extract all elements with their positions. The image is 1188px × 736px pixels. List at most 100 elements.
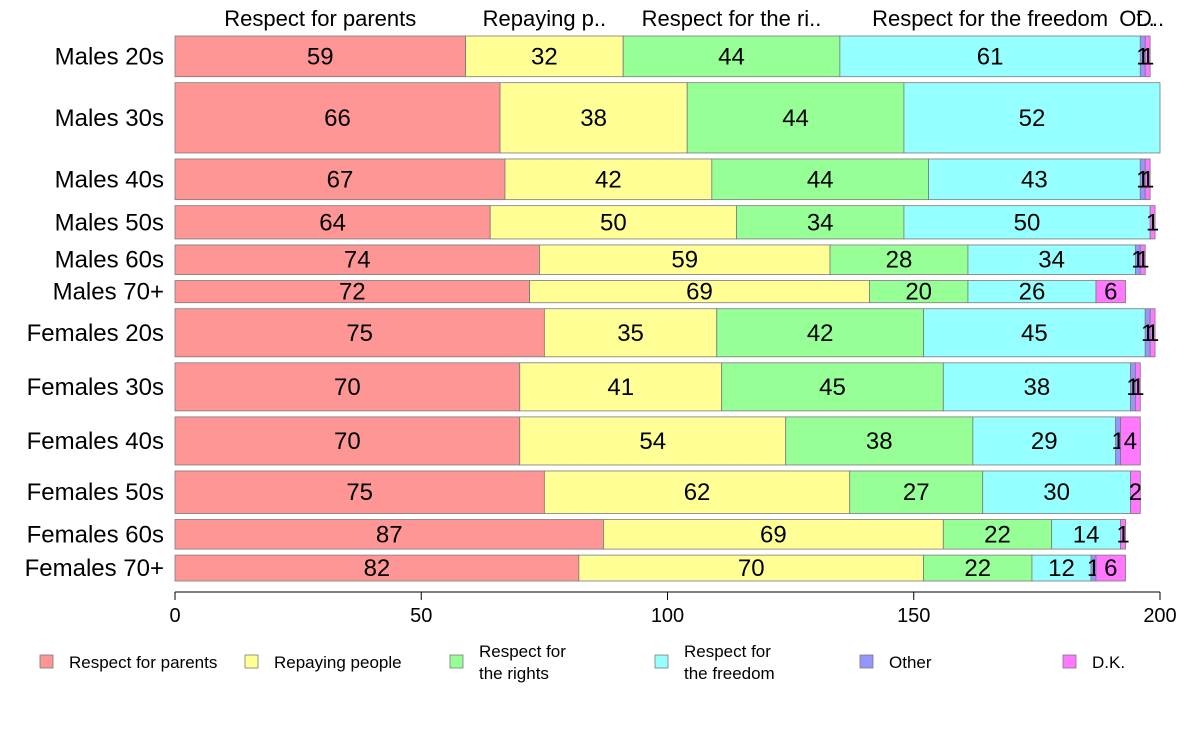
legend-label: Respect for parents (69, 653, 217, 672)
value-label: 4 (1124, 428, 1137, 455)
value-label: 69 (686, 279, 713, 306)
bar-segment (578, 554, 924, 582)
bar-segment (1095, 554, 1126, 582)
value-label: 34 (807, 209, 834, 236)
bar-segment (736, 205, 905, 240)
bar-segment (1120, 519, 1126, 550)
legend-swatch (244, 654, 259, 669)
column-headers: Respect for parents Repaying p.. Respect f… (224, 6, 1164, 31)
value-label: 59 (307, 43, 334, 70)
value-label: 1 (1116, 521, 1129, 548)
legend-label: the rights (479, 664, 549, 683)
value-label: 67 (327, 166, 354, 193)
value-label: 30 (1043, 479, 1070, 506)
category-label: Males 20s (55, 43, 164, 70)
legend-label: Respect for (479, 642, 566, 661)
value-label: 1 (1136, 247, 1149, 274)
value-label: 12 (1048, 555, 1075, 582)
legend-label: Respect for (684, 642, 771, 661)
legend-swatch (449, 654, 464, 669)
bar-segment (465, 35, 624, 78)
value-label: 70 (334, 374, 361, 401)
value-label: 22 (984, 521, 1011, 548)
category-label: Males 30s (55, 105, 164, 132)
bar-segment (1139, 244, 1146, 275)
value-label: 2 (1129, 479, 1142, 506)
category-label: Males 60s (55, 247, 164, 274)
bar-segment (903, 205, 1151, 240)
column-header: Respect for parents (224, 6, 416, 31)
value-label: 20 (905, 279, 932, 306)
value-label: 1 (1146, 320, 1159, 347)
category-label: Females 70+ (25, 555, 164, 582)
category-label: Females 20s (27, 320, 164, 347)
value-label: 34 (1038, 247, 1065, 274)
bar-segment (1130, 470, 1141, 514)
bar-segment (519, 416, 787, 466)
bar-segment (972, 416, 1117, 466)
value-label: 82 (364, 555, 391, 582)
value-label: 43 (1021, 166, 1048, 193)
bar-segment (174, 308, 545, 358)
value-label: 28 (886, 247, 913, 274)
value-label: 44 (807, 166, 834, 193)
legend-swatch (1062, 654, 1077, 669)
value-label: 38 (580, 105, 607, 132)
value-label: 35 (617, 320, 644, 347)
legend-label: D.K. (1092, 653, 1125, 672)
bar-segment (1149, 205, 1156, 240)
category-label: Females 30s (27, 374, 164, 401)
bar-segment (716, 308, 925, 358)
value-label: 42 (595, 166, 622, 193)
bar-segment (839, 35, 1141, 78)
category-label: Males 40s (55, 166, 164, 193)
bar-segment (1149, 308, 1156, 358)
bar-segment (982, 470, 1131, 514)
bar-segment (1031, 554, 1092, 582)
column-header: Respect for the freedom (872, 6, 1108, 31)
value-label: 72 (339, 279, 366, 306)
value-label: 1 (1141, 43, 1154, 70)
bar-segment (721, 362, 944, 412)
value-label: 29 (1031, 428, 1058, 455)
value-label: 14 (1073, 521, 1100, 548)
bar-segment (928, 158, 1141, 201)
bar-segment (174, 470, 545, 514)
value-label: 54 (639, 428, 666, 455)
x-axis: 0 50 100 150 200 (169, 591, 1177, 627)
bar-segment (1120, 416, 1141, 466)
value-label: 70 (738, 555, 765, 582)
x-tick-label: 200 (1143, 605, 1176, 627)
bar-segment (603, 519, 944, 550)
value-label: 62 (684, 479, 711, 506)
value-label: 1 (1131, 374, 1144, 401)
value-label: 42 (807, 320, 834, 347)
value-label: 70 (334, 428, 361, 455)
bar-segment (923, 554, 1033, 582)
value-label: 61 (977, 43, 1004, 70)
x-tick-label: 100 (651, 605, 684, 627)
value-label: 27 (903, 479, 930, 506)
value-label: 69 (760, 521, 787, 548)
legend-label: Other (889, 653, 932, 672)
column-header: D.. (1136, 6, 1164, 31)
category-label: Females 50s (27, 479, 164, 506)
column-header: Repaying p.. (483, 6, 607, 31)
column-header: Ot.. (1119, 6, 1154, 31)
value-label: 50 (600, 209, 627, 236)
value-label: 74 (344, 247, 371, 274)
value-label: 59 (671, 247, 698, 274)
bar-segment (849, 470, 984, 514)
bar-segment (1051, 519, 1122, 550)
value-label: 22 (964, 555, 991, 582)
bar-segment (174, 416, 521, 466)
category-label: Males 50s (55, 209, 164, 236)
value-label: 66 (324, 105, 351, 132)
value-label: 1 (1141, 166, 1154, 193)
value-label: 32 (531, 43, 558, 70)
bar-segment (174, 158, 506, 201)
bar-segment (903, 82, 1161, 154)
bar-segment (829, 244, 969, 275)
value-label: 6 (1104, 279, 1117, 306)
